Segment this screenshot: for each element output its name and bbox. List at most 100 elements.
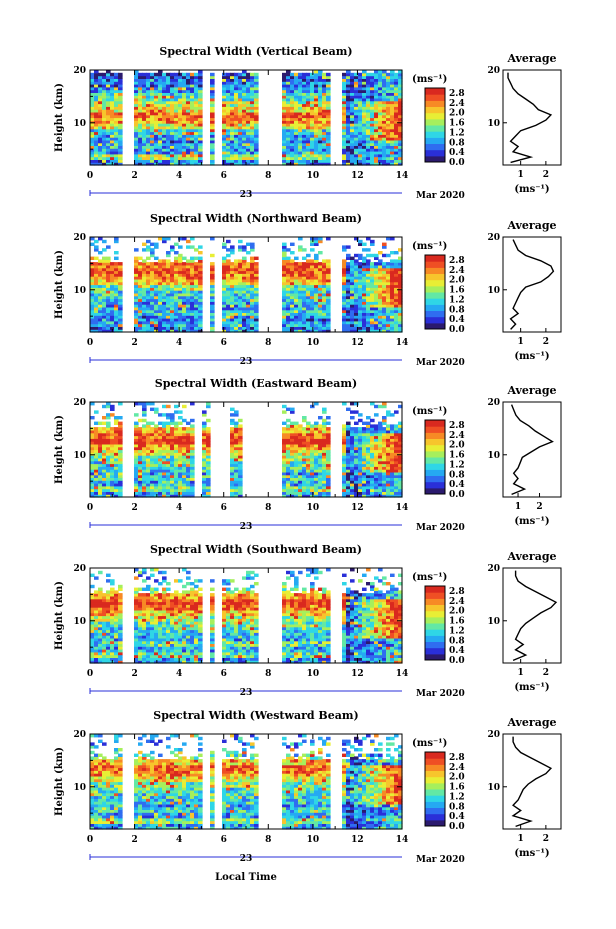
heatmap-cell bbox=[182, 97, 187, 102]
heatmap-cell bbox=[210, 89, 215, 93]
heatmap-cell bbox=[314, 89, 319, 93]
heatmap-cell bbox=[378, 81, 383, 85]
avg-x-tick-label: 2 bbox=[543, 337, 549, 347]
heatmap-cell bbox=[326, 156, 331, 160]
heatmap-cell bbox=[366, 134, 371, 138]
heatmap-cell bbox=[118, 72, 123, 77]
heatmap-cell bbox=[234, 292, 239, 297]
heatmap-cell bbox=[198, 320, 203, 325]
heatmap-cell bbox=[222, 95, 227, 99]
heatmap-cell bbox=[138, 125, 143, 130]
heatmap-cell bbox=[150, 312, 155, 316]
heatmap-cell bbox=[98, 491, 103, 495]
heatmap-cell bbox=[186, 137, 191, 141]
heatmap-cell bbox=[290, 89, 295, 93]
heatmap-cell bbox=[154, 315, 159, 319]
heatmap-cell bbox=[282, 125, 287, 130]
heatmap-cell bbox=[158, 262, 163, 266]
heatmap-cell bbox=[154, 483, 159, 487]
heatmap-cell bbox=[162, 153, 167, 158]
heatmap-cell bbox=[134, 441, 139, 445]
heatmap-cell bbox=[362, 137, 367, 141]
x-tick-label: 8 bbox=[265, 171, 271, 181]
heatmap-cell bbox=[282, 276, 287, 280]
avg-y-tick-label: 10 bbox=[487, 119, 500, 129]
heatmap-cell bbox=[174, 131, 179, 135]
heatmap-cell bbox=[234, 466, 239, 470]
heatmap-cell bbox=[234, 306, 239, 311]
heatmap-cell bbox=[370, 309, 375, 313]
heatmap-cell bbox=[378, 86, 383, 91]
heatmap-cell bbox=[310, 449, 315, 453]
heatmap-cell bbox=[326, 145, 331, 149]
heatmap-cell bbox=[390, 259, 395, 263]
heatmap-cell bbox=[254, 148, 259, 152]
heatmap-cell bbox=[246, 95, 251, 99]
heatmap-cell bbox=[282, 111, 287, 116]
heatmap-cell bbox=[166, 267, 171, 272]
heatmap-cell bbox=[374, 253, 379, 258]
heatmap-cell bbox=[222, 145, 227, 149]
heatmap-cell bbox=[134, 292, 139, 297]
heatmap-cell bbox=[294, 435, 299, 439]
heatmap-cell bbox=[314, 469, 319, 473]
heatmap-cell bbox=[166, 488, 171, 492]
heatmap-cell bbox=[242, 84, 247, 88]
heatmap-cell bbox=[306, 137, 311, 141]
heatmap-cell bbox=[190, 491, 195, 495]
heatmap-cell bbox=[94, 120, 99, 124]
y-tick-label: 10 bbox=[73, 286, 86, 296]
heatmap-cell bbox=[286, 86, 291, 91]
heatmap-cell bbox=[194, 120, 199, 124]
heatmap-cell bbox=[94, 109, 99, 113]
heatmap-cell bbox=[242, 262, 247, 266]
heatmap-cell bbox=[178, 137, 183, 141]
heatmap-cell bbox=[302, 148, 307, 152]
heatmap-cell bbox=[290, 295, 295, 300]
heatmap-cell bbox=[346, 142, 351, 146]
heatmap-cell bbox=[290, 323, 295, 327]
heatmap-cell bbox=[150, 298, 155, 302]
colorbar-segment bbox=[425, 255, 445, 262]
heatmap-cell bbox=[162, 134, 167, 138]
heatmap-cell bbox=[226, 248, 231, 252]
heatmap-cell bbox=[146, 449, 151, 453]
heatmap-cell bbox=[342, 306, 347, 311]
heatmap-cell bbox=[142, 131, 147, 135]
heatmap-cell bbox=[102, 306, 107, 311]
heatmap-cell bbox=[146, 267, 151, 272]
heatmap-cell bbox=[146, 424, 151, 428]
heatmap-cell bbox=[318, 251, 323, 255]
heatmap-cell bbox=[294, 292, 299, 297]
heatmap-cell bbox=[230, 460, 235, 465]
heatmap-cell bbox=[310, 432, 315, 437]
heatmap-cell bbox=[154, 410, 159, 414]
heatmap-cell bbox=[398, 92, 403, 96]
heatmap-cell bbox=[166, 97, 171, 102]
heatmap-cell bbox=[346, 139, 351, 144]
heatmap-cell bbox=[394, 142, 399, 146]
heatmap-cell bbox=[294, 483, 299, 487]
heatmap-cell bbox=[94, 306, 99, 311]
heatmap-cell bbox=[238, 304, 243, 308]
heatmap-cell bbox=[138, 97, 143, 102]
heatmap-cell bbox=[346, 148, 351, 152]
heatmap-cell bbox=[118, 267, 123, 272]
heatmap-cell bbox=[306, 309, 311, 313]
heatmap-cell bbox=[366, 106, 371, 110]
heatmap-cell bbox=[250, 287, 255, 291]
heatmap-cell bbox=[394, 123, 399, 127]
heatmap-cell bbox=[242, 315, 247, 319]
heatmap-cell bbox=[154, 72, 159, 77]
heatmap-cell bbox=[142, 145, 147, 149]
heatmap-cell bbox=[386, 117, 391, 121]
heatmap-cell bbox=[134, 248, 139, 252]
heatmap-cell bbox=[246, 120, 251, 124]
heatmap-cell bbox=[374, 162, 379, 166]
heatmap-cell bbox=[302, 438, 307, 442]
heatmap-cell bbox=[234, 139, 239, 144]
heatmap-cell bbox=[238, 292, 243, 297]
heatmap-cell bbox=[194, 309, 199, 313]
heatmap-cell bbox=[282, 278, 287, 283]
heatmap-cell bbox=[314, 128, 319, 133]
